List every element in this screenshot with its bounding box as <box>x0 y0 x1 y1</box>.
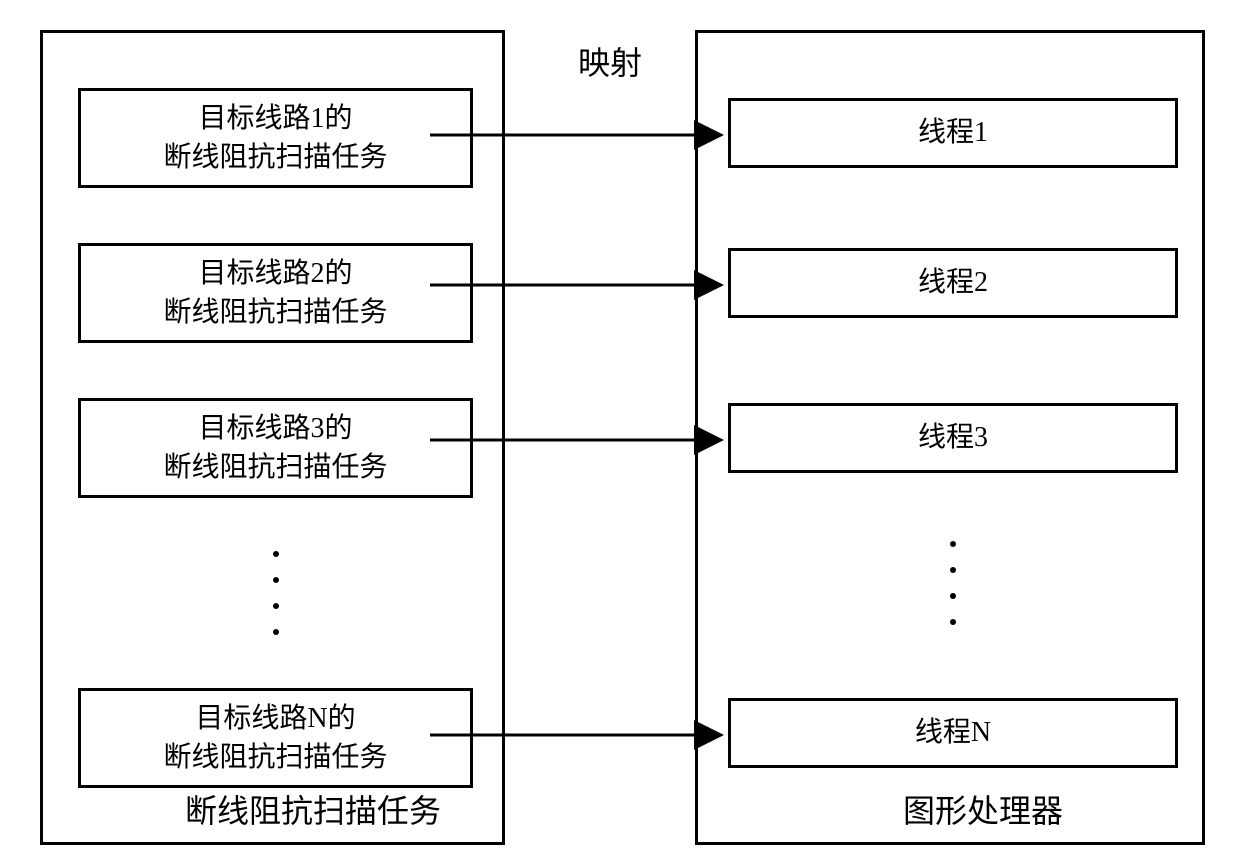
task-line1: 目标线路1的 <box>198 99 352 138</box>
task-box-n: 目标线路N的 断线阻抗扫描任务 <box>78 688 473 788</box>
left-container-label: 断线阻抗扫描任务 <box>163 786 463 832</box>
task-line2: 断线阻抗扫描任务 <box>163 138 387 177</box>
task-line2: 断线阻抗扫描任务 <box>163 738 387 777</box>
thread-box-2: 线程2 <box>728 248 1178 318</box>
mapping-diagram: 映射 目标线路1的 断线阻抗扫描任务 目标线路2的 断线阻抗扫描任务 目标线路3… <box>0 0 1240 861</box>
task-line1: 目标线路3的 <box>198 409 352 448</box>
thread-label: 线程2 <box>918 263 988 302</box>
task-box-3: 目标线路3的 断线阻抗扫描任务 <box>78 398 473 498</box>
thread-label: 线程3 <box>918 418 988 457</box>
thread-box-3: 线程3 <box>728 403 1178 473</box>
thread-label: 线程N <box>915 713 991 752</box>
ellipsis-left <box>261 533 291 653</box>
task-box-2: 目标线路2的 断线阻抗扫描任务 <box>78 243 473 343</box>
arrow-3 <box>430 425 730 455</box>
arrow-2 <box>430 270 730 300</box>
task-line2: 断线阻抗扫描任务 <box>163 448 387 487</box>
thread-box-1: 线程1 <box>728 98 1178 168</box>
arrow-n <box>430 720 730 750</box>
thread-box-n: 线程N <box>728 698 1178 768</box>
threads-container: 线程1 线程2 线程3 线程N 图形处理器 <box>695 30 1205 845</box>
task-line1: 目标线路N的 <box>195 699 355 738</box>
task-box-1: 目标线路1的 断线阻抗扫描任务 <box>78 88 473 188</box>
arrow-1 <box>430 120 730 150</box>
ellipsis-right <box>938 523 968 643</box>
task-line2: 断线阻抗扫描任务 <box>163 293 387 332</box>
thread-label: 线程1 <box>918 113 988 152</box>
right-container-label: 图形处理器 <box>858 786 1108 832</box>
task-line1: 目标线路2的 <box>198 254 352 293</box>
mapping-label: 映射 <box>550 38 670 84</box>
